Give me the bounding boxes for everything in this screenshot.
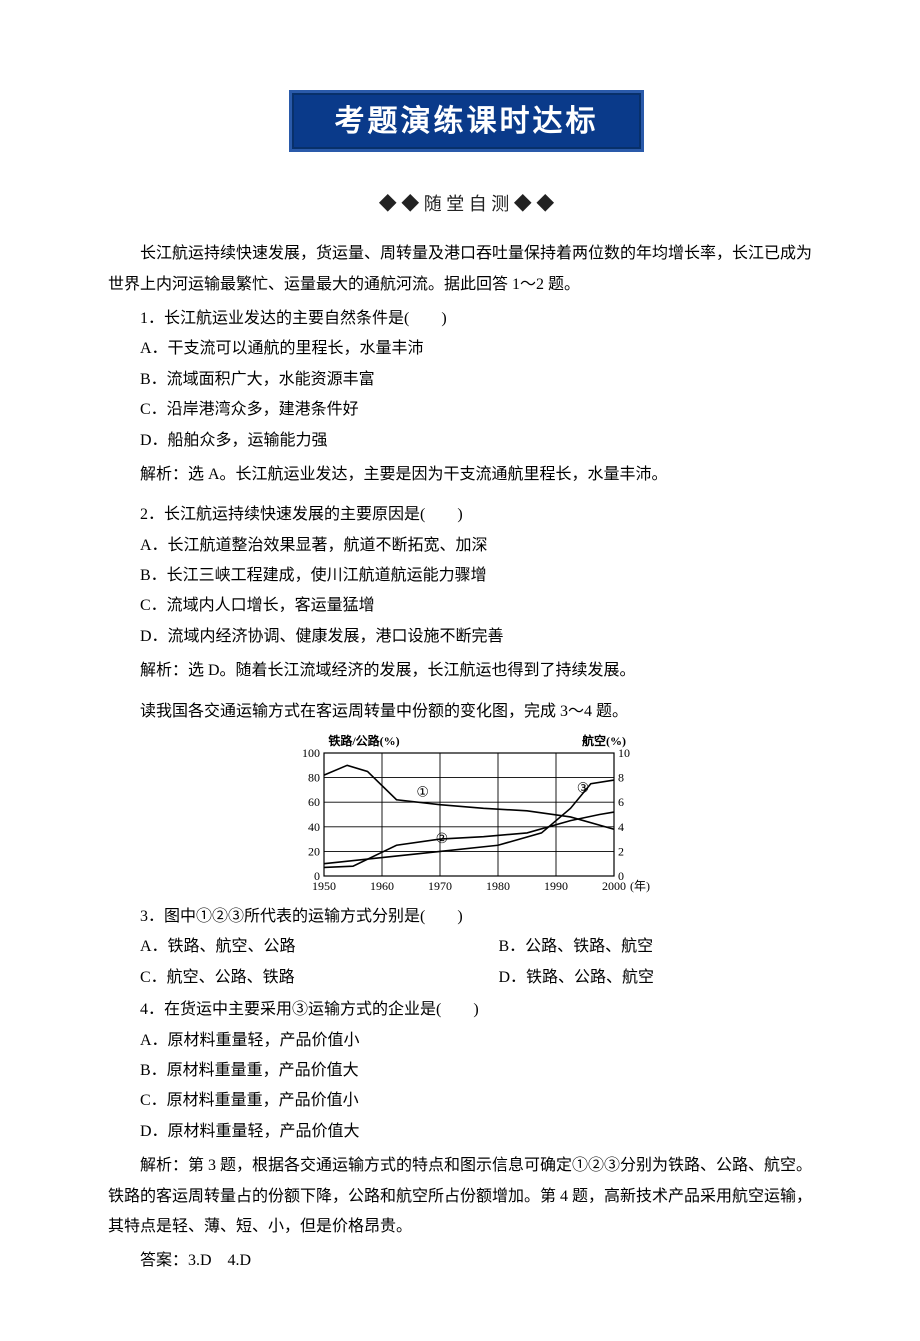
q2-answer: 解析：选 D。随着长江流域经济的发展，长江航运也得到了持续发展。 (108, 656, 825, 686)
svg-text:铁路/公路(%): 铁路/公路(%) (328, 733, 399, 748)
q4-optA: A．原材料重量轻，产品价值小 (108, 1026, 825, 1056)
svg-text:②: ② (435, 832, 448, 847)
transport-share-chart: 1950196019701980199020000204060801000246… (282, 733, 652, 898)
q34-answer: 答案：3.D 4.D (108, 1246, 825, 1276)
q4-optC: C．原材料重量重，产品价值小 (108, 1086, 825, 1116)
svg-text:20: 20 (308, 844, 320, 858)
banner-title: 考题演练课时达标 (289, 90, 644, 152)
q4-stem: 4．在货运中主要采用③运输方式的企业是( ) (108, 995, 825, 1025)
q3-optA: A．铁路、航空、公路 (108, 932, 467, 962)
svg-text:8: 8 (618, 771, 624, 785)
svg-text:航空(%): 航空(%) (582, 733, 626, 748)
svg-text:80: 80 (308, 771, 320, 785)
svg-text:6: 6 (618, 795, 624, 809)
intro-text-1: 长江航运持续快速发展，货运量、周转量及港口吞吐量保持着两位数的年均增长率，长江已… (108, 239, 825, 300)
q3-optC: C．航空、公路、铁路 (108, 963, 467, 993)
q2-optA: A．长江航道整治效果显著，航道不断拓宽、加深 (108, 531, 825, 561)
svg-text:0: 0 (618, 869, 624, 883)
q1-optB: B．流域面积广大，水能资源丰富 (108, 365, 825, 395)
svg-text:1990: 1990 (544, 879, 568, 893)
svg-text:0: 0 (314, 869, 320, 883)
svg-text:100: 100 (302, 746, 320, 760)
q1-optA: A．干支流可以通航的里程长，水量丰沛 (108, 334, 825, 364)
svg-text:①: ① (416, 786, 429, 801)
q1-optD: D．船舶众多，运输能力强 (108, 426, 825, 456)
svg-text:10: 10 (618, 746, 630, 760)
q4-optD: D．原材料重量轻，产品价值大 (108, 1117, 825, 1147)
q2-stem: 2．长江航运持续快速发展的主要原因是( ) (108, 500, 825, 530)
svg-text:60: 60 (308, 795, 320, 809)
chart-container: 1950196019701980199020000204060801000246… (108, 733, 825, 898)
svg-text:2: 2 (618, 844, 624, 858)
intro-text-2: 读我国各交通运输方式在客运周转量中份额的变化图，完成 3～4 题。 (108, 697, 825, 727)
q1-optC: C．沿岸港湾众多，建港条件好 (108, 395, 825, 425)
q3-row1: A．铁路、航空、公路 B．公路、铁路、航空 (108, 932, 825, 962)
q2-optD: D．流域内经济协调、健康发展，港口设施不断完善 (108, 622, 825, 652)
svg-text:40: 40 (308, 820, 320, 834)
q2-optB: B．长江三峡工程建成，使川江航道航运能力骤增 (108, 561, 825, 591)
svg-text:4: 4 (618, 820, 624, 834)
section-subheader: ◆ ◆ 随 堂 自 测 ◆ ◆ (108, 187, 825, 221)
q34-analysis: 解析：第 3 题，根据各交通运输方式的特点和图示信息可确定①②③分别为铁路、公路… (108, 1151, 825, 1242)
q3-stem: 3．图中①②③所代表的运输方式分别是( ) (108, 902, 825, 932)
q4-optB: B．原材料重量重，产品价值大 (108, 1056, 825, 1086)
q1-stem: 1．长江航运业发达的主要自然条件是( ) (108, 304, 825, 334)
q2-optC: C．流域内人口增长，客运量猛增 (108, 591, 825, 621)
svg-text:1980: 1980 (486, 879, 510, 893)
svg-text:1970: 1970 (428, 879, 452, 893)
q3-row2: C．航空、公路、铁路 D．铁路、公路、航空 (108, 963, 825, 993)
q1-answer: 解析：选 A。长江航运业发达，主要是因为干支流通航里程长，水量丰沛。 (108, 460, 825, 490)
svg-text:③: ③ (576, 782, 589, 797)
svg-text:(年): (年) (630, 879, 650, 893)
q3-optB: B．公路、铁路、航空 (467, 932, 826, 962)
svg-text:1960: 1960 (370, 879, 394, 893)
q3-optD: D．铁路、公路、航空 (467, 963, 826, 993)
